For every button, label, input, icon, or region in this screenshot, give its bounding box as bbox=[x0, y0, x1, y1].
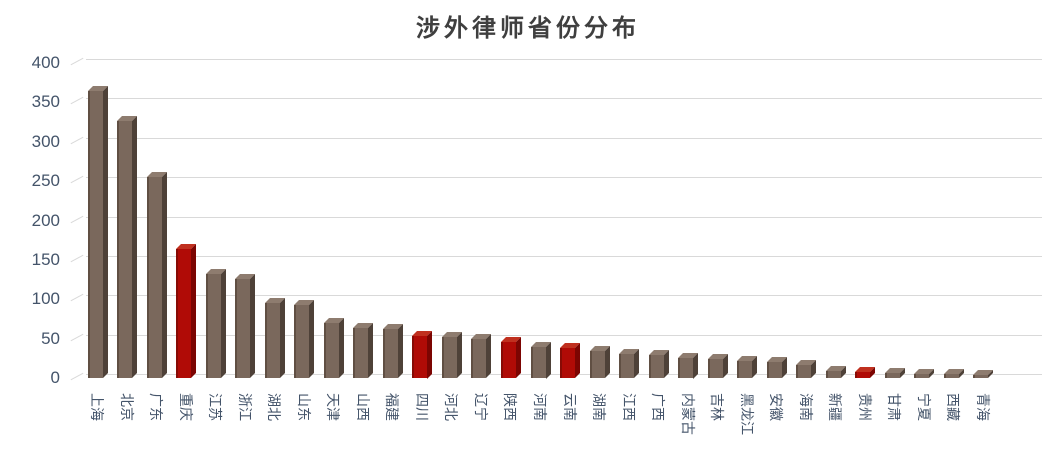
gridline bbox=[86, 98, 1042, 100]
x-axis-category-label: 江苏 bbox=[207, 393, 224, 421]
bar bbox=[471, 338, 487, 378]
bar bbox=[914, 374, 930, 378]
bar bbox=[707, 359, 723, 378]
y-axis-tick-label: 0 bbox=[50, 368, 60, 387]
bar bbox=[353, 327, 369, 378]
bar bbox=[619, 353, 634, 378]
x-axis-category-label: 西藏 bbox=[945, 393, 962, 421]
bar-highlighted bbox=[855, 371, 871, 378]
x-axis-category-label: 山西 bbox=[354, 393, 371, 421]
y-axis-tick-label: 50 bbox=[41, 328, 60, 348]
x-axis-category-label: 湖北 bbox=[266, 393, 283, 421]
bar bbox=[382, 329, 398, 378]
bar bbox=[205, 274, 221, 379]
x-axis-category-label: 重庆 bbox=[177, 393, 194, 421]
bar bbox=[648, 355, 664, 378]
bar-highlighted bbox=[500, 341, 516, 378]
x-axis-category-label: 辽宁 bbox=[472, 393, 489, 421]
bar bbox=[766, 362, 782, 379]
axis-depth-tick bbox=[70, 294, 84, 302]
x-axis-category-label: 河南 bbox=[532, 393, 548, 421]
x-axis-category-label: 云南 bbox=[561, 393, 578, 421]
gridline bbox=[86, 216, 1042, 218]
x-axis-category-label: 内蒙古 bbox=[679, 393, 696, 435]
bar bbox=[294, 304, 310, 378]
x-axis-category-label: 贵州 bbox=[856, 393, 873, 421]
gridline bbox=[86, 59, 1042, 60]
bar bbox=[87, 90, 103, 378]
bar-highlighted bbox=[560, 348, 575, 378]
y-axis-tick-label: 350 bbox=[31, 92, 60, 112]
bar bbox=[973, 374, 989, 378]
axis-depth-tick bbox=[70, 175, 84, 184]
bar bbox=[678, 357, 694, 378]
axis-depth-tick bbox=[70, 254, 84, 263]
bar bbox=[235, 278, 251, 378]
bar-highlighted bbox=[176, 248, 192, 378]
x-axis-category-label: 广东 bbox=[148, 393, 165, 421]
x-axis-category-label: 浙江 bbox=[236, 393, 253, 421]
axis-depth-tick bbox=[70, 136, 84, 145]
x-axis-category-label: 宁夏 bbox=[915, 393, 932, 421]
y-axis-tick-label: 250 bbox=[31, 171, 60, 191]
x-axis-category-label: 黑龙江 bbox=[738, 393, 755, 435]
bar bbox=[884, 373, 900, 378]
y-axis-tick-label: 300 bbox=[31, 131, 60, 151]
x-axis-category-label: 新疆 bbox=[827, 393, 844, 421]
axis-depth-tick bbox=[70, 215, 84, 223]
bar bbox=[264, 303, 280, 378]
x-axis-category-label: 甘肃 bbox=[886, 393, 903, 421]
axis-depth-tick bbox=[70, 97, 84, 105]
gridline bbox=[86, 255, 1042, 257]
x-axis-category-label: 四川 bbox=[413, 393, 430, 421]
bar bbox=[796, 365, 812, 378]
x-axis-category-label: 天津 bbox=[325, 393, 342, 421]
y-axis-tick-label: 200 bbox=[31, 210, 60, 230]
x-axis-category-label: 河北 bbox=[443, 393, 460, 421]
bar bbox=[530, 346, 546, 378]
x-axis-category-label: 山东 bbox=[295, 393, 312, 421]
x-axis-category-label: 北京 bbox=[118, 393, 135, 421]
gridline bbox=[86, 295, 1042, 297]
gridline bbox=[86, 177, 1042, 179]
gridline bbox=[86, 334, 1042, 336]
axis-depth-tick bbox=[70, 57, 84, 66]
y-axis-tick-label: 400 bbox=[31, 53, 60, 72]
chart-title: 涉外律师省份分布 bbox=[416, 15, 640, 42]
bar bbox=[323, 322, 339, 378]
axis-depth-tick bbox=[70, 372, 84, 381]
x-axis-category-label: 福建 bbox=[384, 393, 401, 421]
bar bbox=[589, 351, 605, 378]
bar bbox=[737, 360, 753, 378]
x-axis-category-label: 陕西 bbox=[502, 393, 519, 421]
bar bbox=[441, 337, 457, 378]
bar bbox=[117, 121, 132, 378]
x-axis-category-label: 吉林 bbox=[709, 393, 726, 421]
x-axis-category-label: 安徽 bbox=[768, 393, 785, 421]
bar-highlighted bbox=[412, 335, 428, 378]
bar bbox=[825, 370, 841, 378]
axis-depth-tick bbox=[70, 333, 84, 341]
bar bbox=[943, 374, 959, 378]
x-axis-category-label: 湖南 bbox=[591, 393, 607, 421]
bar bbox=[146, 177, 162, 378]
x-axis-category-label: 广西 bbox=[650, 393, 667, 421]
gridline bbox=[86, 137, 1042, 139]
x-axis-category-label: 上海 bbox=[89, 393, 105, 421]
y-axis-tick-label: 150 bbox=[31, 249, 60, 269]
x-axis-category-label: 青海 bbox=[974, 393, 991, 421]
x-axis-category-label: 江西 bbox=[620, 393, 637, 421]
x-axis-category-label: 海南 bbox=[797, 393, 814, 421]
y-axis-tick-label: 100 bbox=[31, 289, 60, 309]
